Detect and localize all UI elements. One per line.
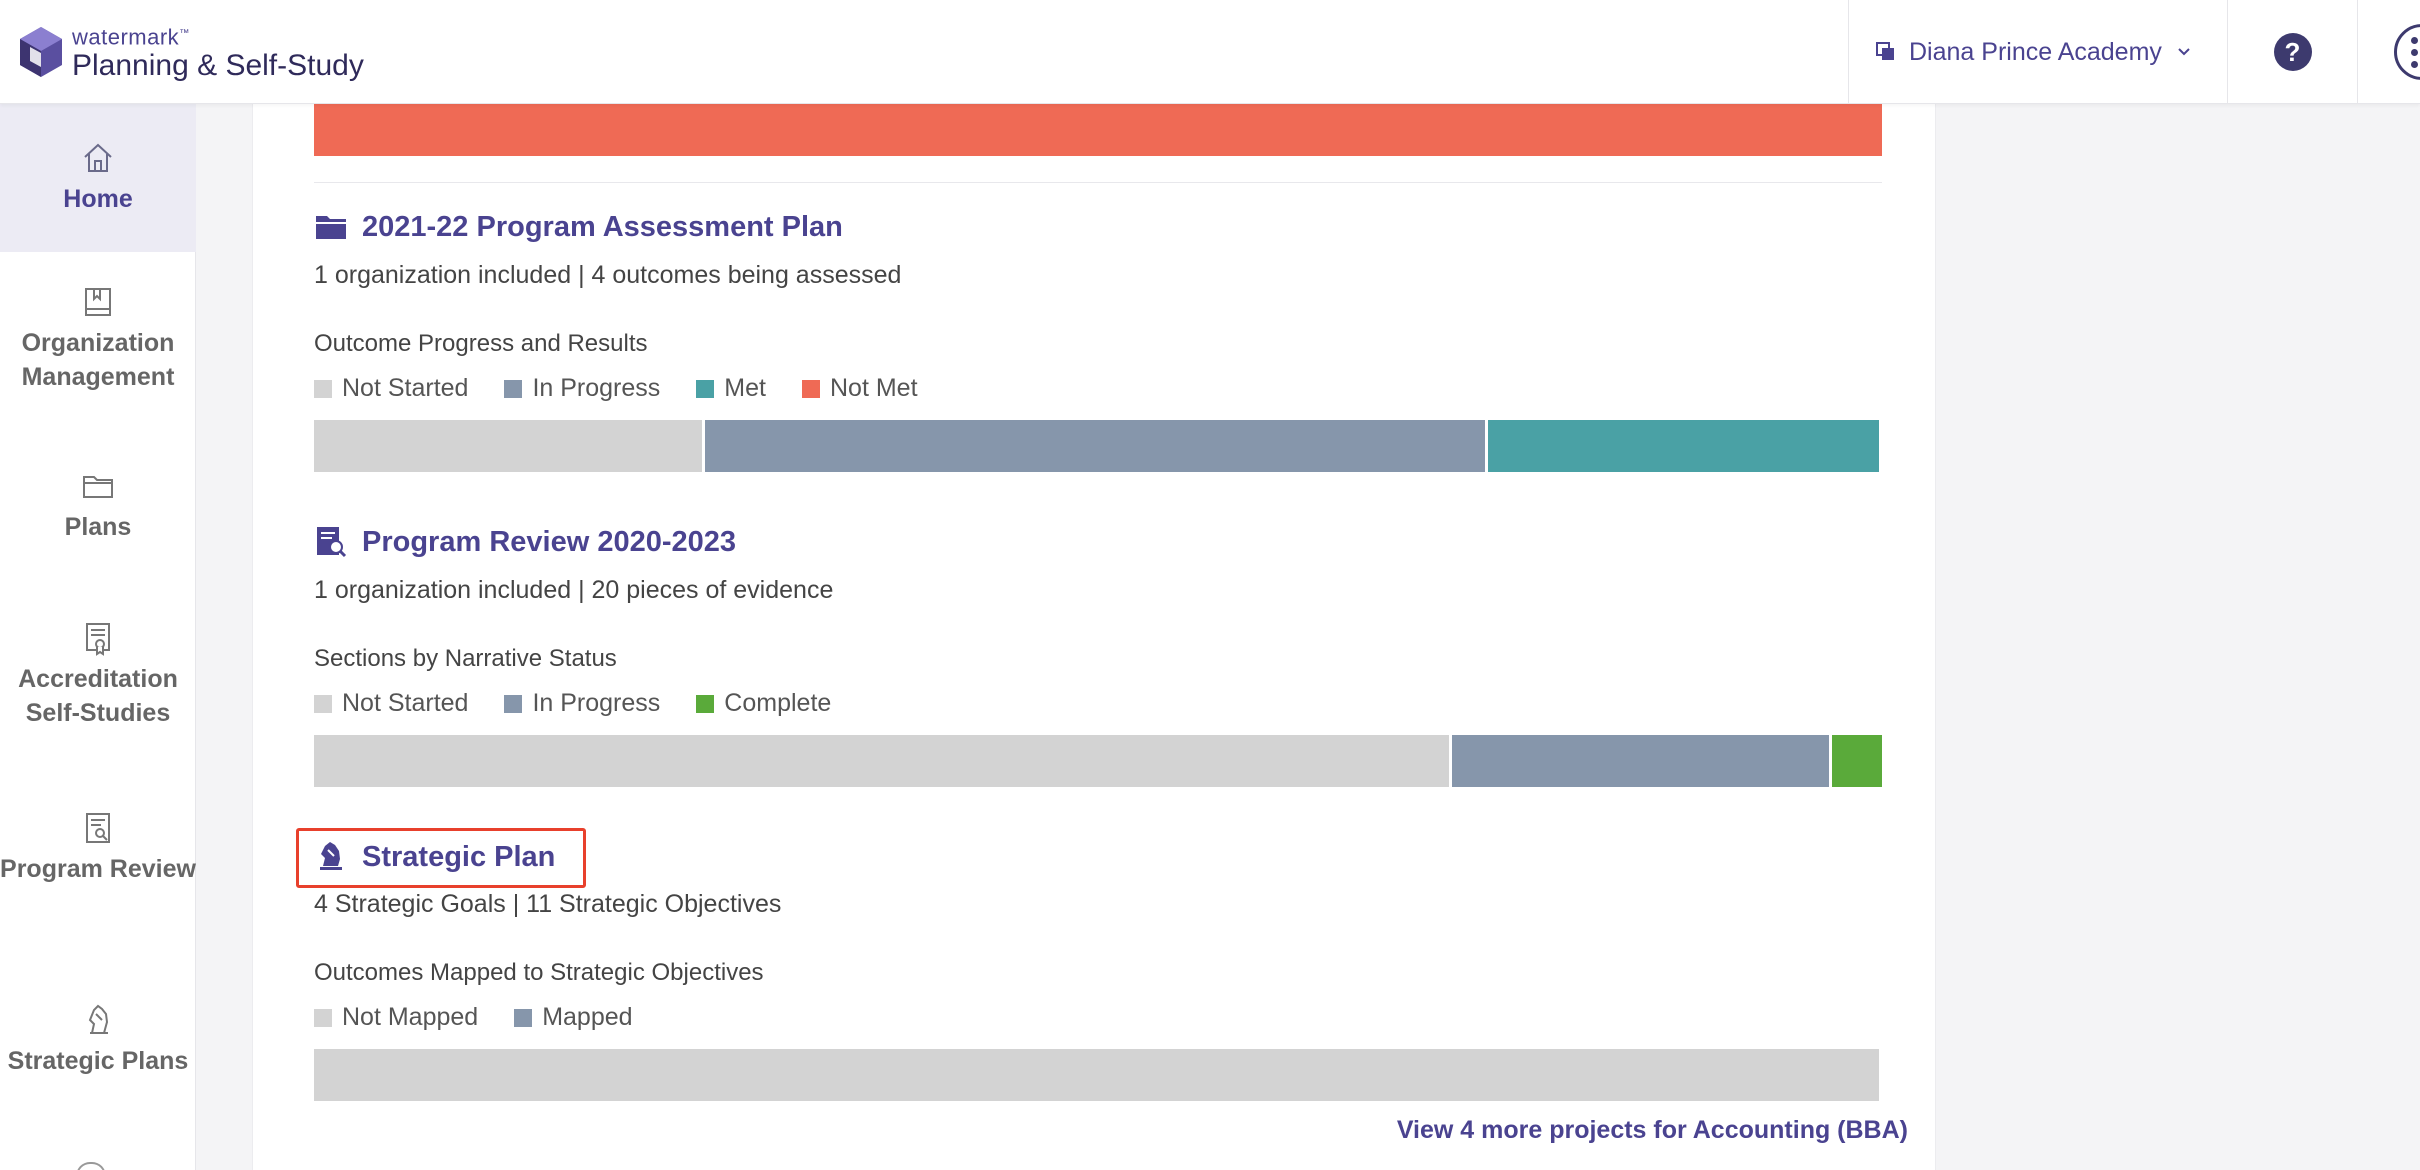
legend-item-not-met: Not Met [801,374,918,403]
legend-label: Not Started [342,374,469,402]
book-icon [85,288,111,316]
bar-segment-complete[interactable] [1831,735,1882,787]
certificate-icon [86,623,110,656]
org-name: Diana Prince Academy [1909,37,2162,66]
project-divider [314,182,1882,183]
legend-item-in-progress: In Progress [504,374,660,403]
projects-card [252,104,1936,1170]
project-title-program-review[interactable]: Program Review 2020-2023 [314,525,736,559]
section-label: Outcome Progress and Results [314,330,648,357]
legend-item-in-progress: In Progress [504,689,660,718]
legend-swatch [314,379,332,398]
legend-swatch [696,379,715,398]
sidebar-partial-icon [76,1162,106,1170]
program-review-icon [317,527,347,558]
home-icon [84,143,112,172]
legend-label: In Progress [532,374,661,402]
sidebar-item-accreditation[interactable]: Accreditation Self-Studies [0,620,196,750]
legend-label: Not Met [829,374,918,402]
project-title-text: Program Review 2020-2023 [362,525,736,558]
sidebar-item-program-review[interactable]: Program Review [0,810,196,940]
legend: Not Started In Progress Complete [314,689,867,718]
sidebar-item-strategic-plans[interactable]: Strategic Plans [0,1002,196,1102]
previous-project-progress-bar [314,104,1882,156]
project-subtitle: 1 organization included | 4 outcomes bei… [314,261,902,289]
outcomes-mapped-bar [314,1049,1879,1101]
legend-label: In Progress [532,689,661,717]
sidebar-item-home[interactable]: Home [0,104,196,252]
legend-item-not-started: Not Started [314,689,468,718]
legend-item-not-mapped: Not Mapped [314,1003,478,1032]
legend-swatch [514,1008,533,1027]
folder-filled-icon [316,216,346,239]
legend-swatch [504,694,523,713]
legend-swatch [801,379,820,398]
legend-item-mapped: Mapped [514,1003,633,1032]
legend-item-complete: Complete [696,689,831,718]
project-title-strategic-plan[interactable]: Strategic Plan [314,840,555,874]
bar-segment-met[interactable] [1487,420,1879,472]
legend-swatch [314,1008,332,1027]
sidebar-item-label: Accreditation Self-Studies [18,665,178,727]
logo-small-text: watermark [72,24,180,50]
project-title-text: Strategic Plan [362,840,556,873]
bar-segment-in-progress[interactable] [705,420,1488,472]
folder-icon [83,476,113,498]
sidebar-item-organization-management[interactable]: Organization Management [0,284,196,414]
org-copy-icon [1876,42,1894,60]
legend-label: Complete [724,689,832,717]
selection-highlight [296,828,586,888]
help-icon: ? [2273,33,2312,71]
legend-swatch [696,694,715,713]
org-switcher[interactable]: Diana Prince Academy [1848,0,2228,104]
sidebar-item-label: Program Review [0,855,196,883]
legend-label: Not Mapped [342,1003,479,1031]
bar-segment-not-mapped[interactable] [314,1049,1879,1101]
chevron-down-icon [2178,48,2190,56]
section-label: Outcomes Mapped to Strategic Objectives [314,959,764,986]
outcome-progress-bar [314,420,1879,472]
sidebar-item-label: Strategic Plans [7,1047,189,1075]
section-label: Sections by Narrative Status [314,645,617,672]
legend: Not Started In Progress Met Not Met [314,374,954,403]
legend-label: Not Started [342,689,469,717]
watermark-logo[interactable]: watermark™ Planning & Self-Study [16,22,364,83]
sidebar-item-label: Organization Management [21,329,175,391]
project-subtitle: 1 organization included | 20 pieces of e… [314,576,834,604]
app-header: watermark™ Planning & Self-Study Diana P… [0,0,2420,104]
sidebar-item-plans[interactable]: Plans [0,468,196,568]
help-button[interactable]: ? [2228,0,2358,104]
chess-knight-icon [320,842,342,870]
legend-label: Mapped [542,1003,633,1031]
logo-product-name: Planning & Self-Study [72,49,364,83]
chess-knight-icon [88,1004,109,1034]
project-title-text: 2021-22 Program Assessment Plan [362,210,843,243]
sidebar-item-label: Home [63,185,133,213]
document-search-icon [86,813,110,843]
legend-item-met: Met [696,374,766,403]
legend-item-not-started: Not Started [314,374,468,403]
logo-trademark: ™ [179,28,190,39]
watermark-logo-icon [20,26,62,77]
sidebar: Home Organization Management Plans Accre… [0,104,196,1170]
legend-swatch [314,694,332,713]
bar-segment-in-progress[interactable] [1452,735,1832,787]
bar-segment-not-started[interactable] [314,735,1453,787]
bar-segment-not-started[interactable] [314,420,706,472]
sidebar-item-label: Plans [64,513,132,541]
legend: Not Mapped Mapped [314,1003,669,1032]
project-subtitle: 4 Strategic Goals | 11 Strategic Objecti… [314,890,782,918]
narrative-status-bar [314,735,1882,787]
more-menu-icon[interactable] [2394,24,2420,80]
legend-swatch [504,379,523,398]
project-title-assessment-plan[interactable]: 2021-22 Program Assessment Plan [314,210,843,244]
legend-label: Met [724,374,766,402]
view-more-projects-link[interactable]: View 4 more projects for Accounting (BBA… [1396,1116,1908,1144]
